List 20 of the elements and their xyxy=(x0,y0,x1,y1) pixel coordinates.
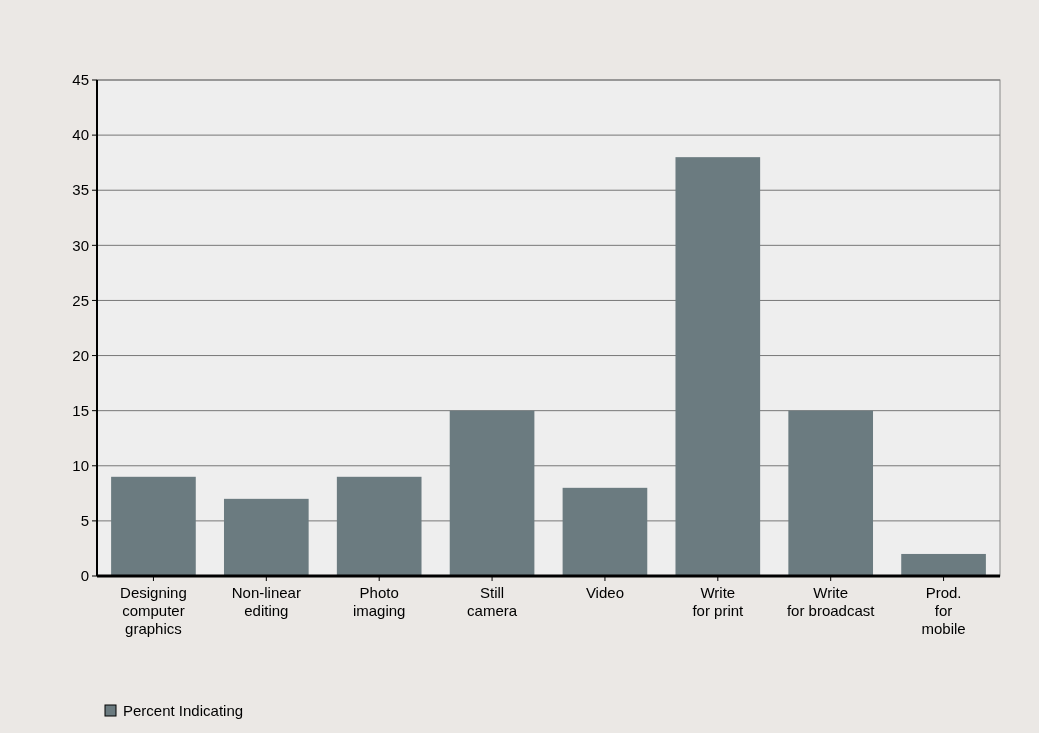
y-tick-label: 20 xyxy=(72,346,89,364)
x-tick-label: Video xyxy=(585,584,624,601)
y-tick-label: 35 xyxy=(72,181,89,199)
y-tick-label: 30 xyxy=(72,236,89,254)
y-tick-label: 45 xyxy=(72,71,89,89)
x-tick-label: Non-linear editing xyxy=(231,584,301,619)
y-tick-label: 5 xyxy=(80,512,89,530)
x-tick-label: Write for print xyxy=(692,584,745,619)
legend-label: Percent Indicating xyxy=(123,702,244,719)
y-tick-label: 10 xyxy=(72,457,89,475)
x-tick-label: Write for broadcast xyxy=(786,584,876,619)
y-tick-label: 15 xyxy=(72,401,89,419)
y-tick-label: 25 xyxy=(72,291,89,309)
x-tick-label: Still camera xyxy=(467,584,518,619)
bar xyxy=(901,553,986,576)
x-tick-label: Designing computer graphics xyxy=(120,584,187,637)
x-tick-label: Photo imaging xyxy=(352,584,406,619)
y-tick-label: 0 xyxy=(80,567,89,585)
y-tick-label: 40 xyxy=(72,126,89,144)
x-tick-label: Prod. for mobile xyxy=(921,584,966,637)
